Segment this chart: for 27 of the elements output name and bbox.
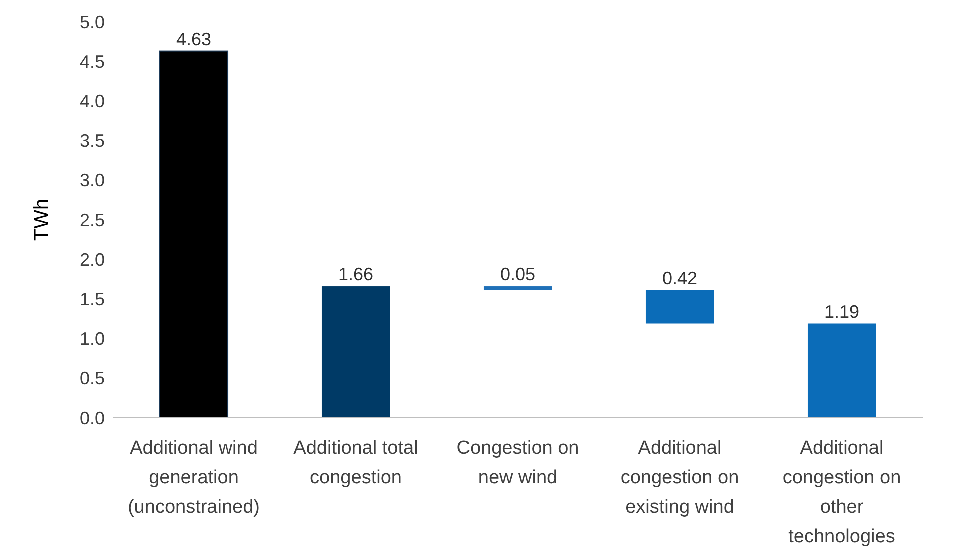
x-tick-label: Additional wind generation (unconstrained): [128, 438, 260, 518]
bar: [808, 324, 876, 418]
data-label: 1.19: [824, 302, 860, 322]
x-tick-label: Additional congestion on existing wind: [620, 438, 740, 518]
y-tick-label: 5.0: [80, 12, 105, 32]
y-tick-label: 2.5: [80, 210, 105, 230]
data-label: 0.42: [662, 268, 698, 288]
bar: [322, 286, 390, 418]
y-tick-label: 0.0: [80, 408, 105, 428]
y-tick-label: 4.0: [80, 92, 105, 112]
y-axis-title: TWh: [31, 198, 53, 242]
data-label: 4.63: [176, 29, 212, 50]
y-tick-label: 2.0: [80, 250, 105, 270]
x-tick-label: Congestion on new wind: [456, 438, 580, 488]
bar: [646, 290, 714, 324]
x-tick-label: Additional congestion on other technologies: [782, 438, 902, 548]
y-tick-label: 1.0: [80, 329, 105, 350]
bar: [159, 50, 229, 418]
y-tick-label: 3.5: [80, 131, 105, 152]
y-tick-label: 1.5: [80, 290, 105, 310]
x-tick-label: Additional total congestion: [294, 438, 418, 488]
y-tick-label: 3.0: [80, 170, 105, 191]
data-label: 1.66: [338, 264, 374, 285]
data-label: 0.05: [500, 264, 536, 285]
bar: [484, 286, 552, 290]
y-tick-label: 0.5: [80, 368, 105, 389]
y-tick-label: 4.5: [80, 52, 105, 72]
